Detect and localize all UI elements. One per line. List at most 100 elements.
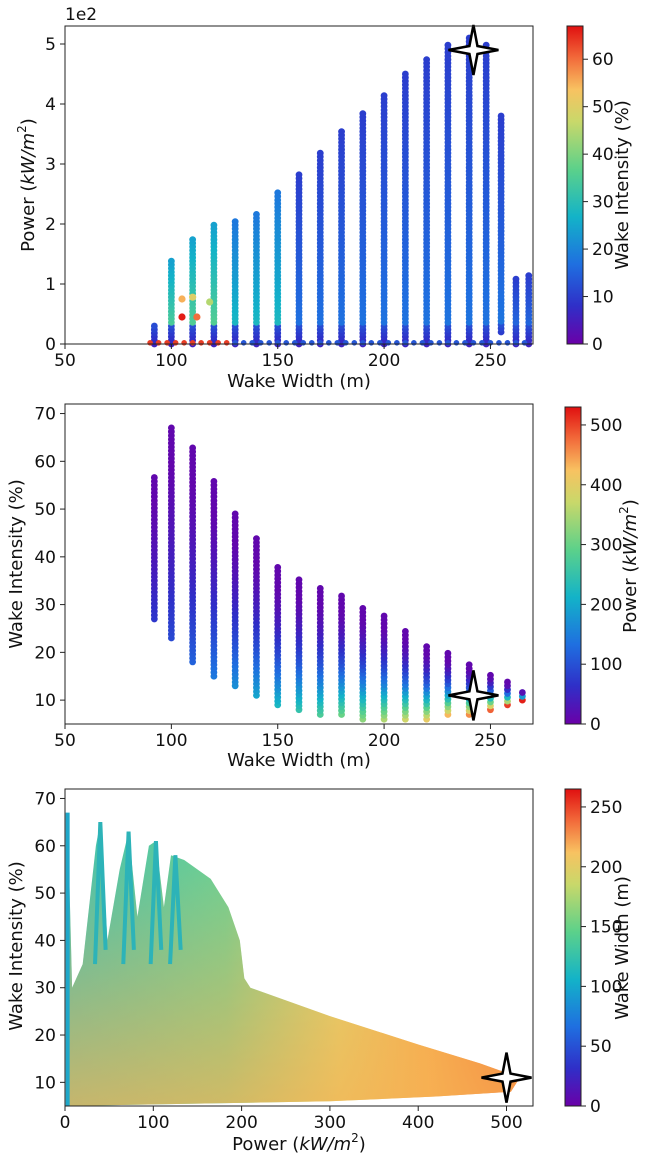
y-tick-label: 20 — [34, 643, 56, 663]
scatter-ridge — [93, 822, 108, 965]
scatter-point — [257, 340, 264, 346]
scatter-point — [496, 340, 502, 346]
colorbar-tick-label: 100 — [590, 977, 622, 997]
panel-2-colorbar-label: Power (kW/m2) — [617, 499, 641, 633]
scatter-point — [274, 563, 282, 571]
panel-1-data-marks — [147, 24, 533, 348]
x-tick-label: 500 — [490, 1113, 522, 1133]
scatter-point — [380, 612, 388, 620]
colorbar-tick-label: 250 — [590, 798, 622, 818]
scatter-point — [411, 340, 417, 346]
scatter-point — [479, 340, 485, 346]
scatter-point — [518, 689, 526, 696]
panel-2-y-axis-label: Wake Intensity (%) — [6, 479, 27, 648]
panel-1-y-offset-label: 1e2 — [65, 5, 97, 25]
optimum-star-marker — [481, 1052, 532, 1103]
y-tick-label: 2 — [45, 215, 56, 235]
scatter-point — [465, 661, 473, 669]
panel-2-ticks: 50 100 150 200 250 10 20 30 40 50 60 70 — [34, 405, 506, 751]
scatter-point — [462, 340, 468, 346]
scatter-point — [231, 510, 239, 518]
y-tick-label: 30 — [34, 596, 56, 616]
scatter-point — [253, 211, 260, 218]
panel-1-y-axis-label: Power (kW/m2) — [15, 118, 39, 252]
scatter-point — [402, 340, 409, 346]
scatter-point — [513, 340, 519, 346]
panel-1-ticks: 50 100 150 200 250 0 1 2 3 4 5 — [45, 35, 507, 371]
panel-3-colorbar — [564, 788, 582, 1107]
scatter-point — [178, 295, 186, 303]
scatter-point — [283, 340, 290, 346]
colorbar-tick-label: 400 — [590, 476, 622, 496]
scatter-point — [316, 584, 324, 592]
x-tick-label: 150 — [262, 351, 294, 371]
scatter-point — [167, 257, 175, 265]
scatter-point — [504, 678, 511, 686]
colorbar-tick-label: 200 — [590, 595, 622, 615]
scatter-point — [423, 56, 431, 63]
x-tick-label: 100 — [155, 351, 187, 371]
y-tick-label: 1 — [45, 275, 56, 295]
colorbar-tick-label: 100 — [590, 655, 622, 675]
scatter-point — [189, 444, 197, 452]
y-tick-label: 60 — [34, 452, 56, 472]
x-tick-label: 250 — [474, 351, 506, 371]
x-tick-label: 400 — [402, 1113, 434, 1133]
scatter-point — [401, 627, 409, 635]
panel-2-colorbar-ticks: 0 100 200 300 400 500 — [581, 416, 622, 735]
scatter-point — [385, 340, 392, 346]
x-tick-label: 200 — [368, 351, 400, 371]
colorbar-tick-label: 50 — [590, 1037, 612, 1057]
scatter-point — [150, 322, 158, 330]
scatter-point — [368, 340, 375, 346]
scatter-point — [308, 340, 315, 346]
y-tick-label: 70 — [34, 405, 56, 425]
colorbar-tick-label: 40 — [592, 145, 614, 165]
y-tick-label: 40 — [34, 548, 56, 568]
optimum-star-marker — [448, 670, 499, 721]
scatter-point — [445, 340, 451, 346]
x-tick-label: 300 — [314, 1113, 346, 1133]
panel-2-axes-frame — [64, 403, 534, 725]
scatter-point — [223, 340, 230, 346]
y-tick-label: 3 — [45, 155, 56, 175]
scatter-point — [172, 340, 179, 346]
x-tick-label: 150 — [262, 731, 294, 751]
panel-2-data-marks — [150, 424, 526, 723]
scatter-point — [210, 221, 218, 229]
scatter-point — [253, 535, 260, 543]
x-tick-label: 200 — [225, 1113, 257, 1133]
panel-3-data-marks — [65, 812, 532, 1106]
scatter-point — [512, 275, 520, 283]
scatter-point — [325, 340, 332, 346]
scatter-point — [338, 128, 345, 136]
scatter-point — [359, 110, 367, 117]
scatter-point — [266, 340, 273, 346]
y-tick-label: 70 — [34, 789, 56, 809]
scatter-point — [206, 298, 214, 306]
panel-3-ticks: 0 100 200 300 400 500 10 20 30 40 50 60 70 — [34, 789, 522, 1133]
scatter-point — [359, 605, 367, 612]
scatter-point — [423, 643, 431, 651]
scatter-point — [444, 41, 452, 49]
y-tick-label: 50 — [34, 884, 56, 904]
scatter-point — [343, 340, 349, 346]
scatter-point — [419, 340, 426, 346]
colorbar-tick-label: 300 — [590, 536, 622, 556]
scatter-point — [150, 474, 158, 481]
y-tick-label: 0 — [45, 335, 56, 355]
scatter-point — [360, 340, 366, 346]
scatter-point — [394, 340, 400, 346]
scatter-point — [231, 218, 239, 226]
scatter-point — [300, 340, 307, 346]
y-tick-label: 50 — [34, 500, 56, 520]
colorbar-tick-label: 200 — [590, 858, 622, 878]
y-tick-label: 4 — [45, 95, 56, 115]
scatter-point — [401, 70, 409, 78]
scatter-point — [274, 189, 282, 197]
scatter-point — [240, 340, 247, 346]
scatter-point — [147, 340, 153, 346]
colorbar-tick-label: 0 — [590, 715, 601, 735]
scatter-point — [210, 477, 218, 485]
scatter-point — [351, 340, 358, 346]
